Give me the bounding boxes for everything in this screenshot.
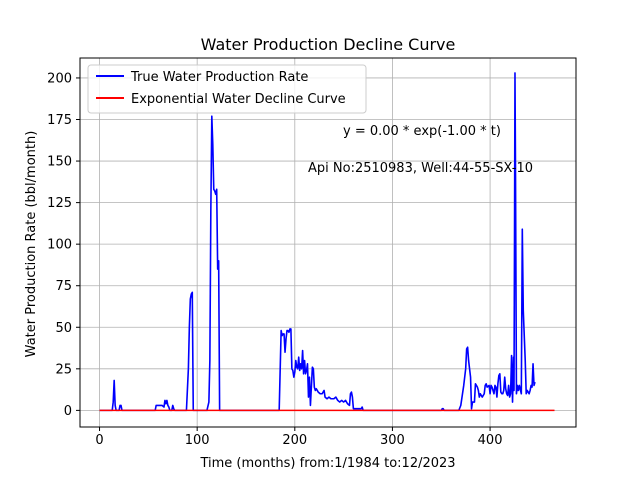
y-tick-label: 175 [47, 113, 72, 128]
y-tick-label: 125 [47, 196, 72, 211]
x-tick-label: 100 [185, 433, 210, 448]
legend: True Water Production Rate Exponential W… [87, 64, 367, 114]
x-tick-label: 200 [282, 433, 307, 448]
y-tick-label: 25 [55, 362, 72, 377]
y-tick-label: 200 [47, 71, 72, 86]
y-tick-label: 0 [64, 404, 72, 419]
well-annotation: Api No:2510983, Well:44-55-SX-10 [308, 161, 533, 176]
y-tick-label: 100 [47, 238, 72, 253]
y-tick-label: 50 [55, 321, 72, 336]
y-axis-label: Water Production Rate (bbl/month) [24, 131, 39, 358]
legend-label-true-rate: True Water Production Rate [130, 70, 308, 85]
x-tick-label: 300 [380, 433, 405, 448]
y-tick-label: 75 [55, 279, 72, 294]
axis-ticks: 0 100 200 300 400 0 25 50 75 100 125 150 175 200 [47, 71, 502, 448]
plot-frame [79, 57, 577, 428]
x-tick-label: 400 [478, 433, 503, 448]
y-tick-label: 150 [47, 155, 72, 170]
equation-annotation: y = 0.00 * exp(-1.00 * t) [343, 124, 501, 139]
legend-label-exponential: Exponential Water Decline Curve [131, 92, 346, 107]
x-axis-label: Time (months) from:1/1984 to:12/2023 [199, 456, 455, 471]
true-water-production-line [99, 72, 536, 412]
chart-title: Water Production Decline Curve [201, 35, 456, 54]
series-layer [99, 72, 555, 412]
x-tick-label: 0 [95, 433, 103, 448]
